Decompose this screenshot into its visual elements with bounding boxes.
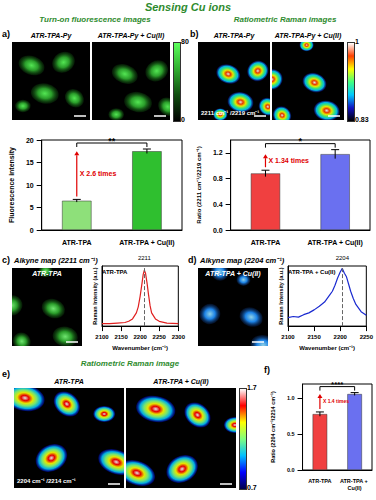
svg-text:Raman Intensity (a.u.): Raman Intensity (a.u.): [278, 267, 284, 324]
svg-text:2100: 2100: [95, 334, 109, 340]
svg-text:ATR-TPA + Cu(II): ATR-TPA + Cu(II): [288, 269, 335, 275]
html-text:ATR-TPA + Cu(II): ATR-TPA + Cu(II): [153, 378, 209, 385]
svg-text:ATR-TPA: ATR-TPA: [62, 239, 92, 246]
svg-text:2211: 2211: [138, 256, 152, 261]
svg-text:2200: 2200: [334, 334, 348, 340]
svg-text:0.0: 0.0: [287, 467, 295, 473]
html-text:Alkyne map (2211 cm⁻¹): Alkyne map (2211 cm⁻¹): [14, 256, 98, 265]
svg-text:2300: 2300: [172, 334, 186, 340]
html-text:2211 cm⁻¹ /2219 cm⁻¹: 2211 cm⁻¹ /2219 cm⁻¹: [201, 110, 260, 116]
svg-text:Ratio (2204 cm⁻¹/2214 cm⁻¹): Ratio (2204 cm⁻¹/2214 cm⁻¹): [270, 391, 276, 463]
html-text:0.83: 0.83: [355, 116, 369, 123]
html-text:ATR-TPA-Py + Cu(II): ATR-TPA-Py + Cu(II): [97, 32, 165, 39]
html-text:Turn-on fluorescence images: Turn-on fluorescence images: [39, 15, 151, 24]
html-text:ATR-TPA-Py + Cu(II): ATR-TPA-Py + Cu(II): [274, 32, 342, 39]
svg-text:Raman Intensity (a.u.): Raman Intensity (a.u.): [92, 267, 98, 324]
svg-text:0.4: 0.4: [213, 201, 223, 208]
html-text:1.7: 1.7: [247, 384, 257, 391]
svg-text:0.8: 0.8: [213, 175, 223, 182]
svg-text:Ratio (2211 cm⁻¹/2219 cm⁻¹): Ratio (2211 cm⁻¹/2219 cm⁻¹): [196, 146, 202, 223]
svg-text:ATR-TPA +: ATR-TPA +: [340, 478, 369, 484]
html-text:2204 cm⁻¹ /2214 cm⁻¹: 2204 cm⁻¹ /2214 cm⁻¹: [17, 478, 76, 484]
svg-text:1.0: 1.0: [287, 395, 295, 401]
svg-text:Cu(II): Cu(II): [348, 485, 362, 491]
html-text:e): e): [2, 369, 10, 379]
svg-text:1.2: 1.2: [213, 149, 223, 156]
svg-text:X 2.6 times: X 2.6 times: [80, 170, 117, 177]
html-text:c): c): [2, 255, 10, 265]
svg-text:2150: 2150: [307, 334, 321, 340]
svg-text:**: **: [108, 136, 116, 146]
html-text:Sensing Cu ions: Sensing Cu ions: [144, 1, 232, 13]
svg-text:20: 20: [26, 137, 34, 144]
svg-text:ATR-TPA: ATR-TPA: [102, 269, 128, 275]
svg-text:2200: 2200: [133, 334, 147, 340]
html-text:Ratiometric Raman images: Ratiometric Raman images: [233, 15, 337, 24]
html-text:ATR-TPA + Cu(II): ATR-TPA + Cu(II): [205, 270, 261, 277]
html-text:f): f): [264, 365, 270, 375]
html-text:b): b): [190, 29, 199, 39]
svg-text:ATR-TPA: ATR-TPA: [308, 478, 331, 484]
html-text:1: 1: [355, 38, 359, 45]
svg-text:0: 0: [30, 227, 34, 234]
svg-text:****: ****: [331, 380, 344, 389]
svg-text:Fluorescence intensity: Fluorescence intensity: [8, 147, 16, 223]
html-text:ATR-TPA: ATR-TPA: [32, 270, 62, 277]
svg-text:X 1.4 times: X 1.4 times: [323, 398, 349, 404]
html-text:0.7: 0.7: [247, 484, 257, 491]
svg-text:10: 10: [26, 182, 34, 189]
svg-text:0.0: 0.0: [213, 227, 223, 234]
html-text:Ratiometric Raman image: Ratiometric Raman image: [80, 359, 180, 368]
html-text:ATR-TPA-Py: ATR-TPA-Py: [213, 32, 255, 39]
svg-text:ATR-TPA + Cu(II): ATR-TPA + Cu(II): [119, 239, 174, 247]
svg-text:ATR-TPA: ATR-TPA: [251, 239, 281, 246]
svg-text:2150: 2150: [114, 334, 128, 340]
html-text:ATR-TPA-Py: ATR-TPA-Py: [30, 32, 72, 39]
html-text:d) Alkyne map (2204 cm⁻¹): d) Alkyne map (2204 cm⁻¹): [188, 255, 285, 265]
html-text:80: 80: [181, 38, 189, 45]
svg-text:2250: 2250: [153, 334, 167, 340]
svg-text:Wavenumber (cm⁻¹): Wavenumber (cm⁻¹): [112, 345, 168, 351]
svg-text:15: 15: [26, 159, 34, 166]
svg-text:2250: 2250: [360, 334, 374, 340]
html-text:a): a): [2, 29, 10, 39]
svg-text:5: 5: [30, 204, 34, 211]
svg-text:Wavenumber (cm⁻¹): Wavenumber (cm⁻¹): [299, 345, 355, 351]
svg-text:ATR-TPA + Cu(II): ATR-TPA + Cu(II): [308, 239, 363, 247]
svg-text:2204: 2204: [336, 256, 350, 261]
svg-text:2100: 2100: [281, 334, 295, 340]
svg-text:*: *: [299, 136, 303, 146]
html-text:ATR-TPA: ATR-TPA: [54, 378, 84, 385]
svg-text:X 1.34 times: X 1.34 times: [268, 157, 309, 164]
html-text:0: 0: [181, 116, 185, 123]
svg-text:0.5: 0.5: [287, 431, 295, 437]
